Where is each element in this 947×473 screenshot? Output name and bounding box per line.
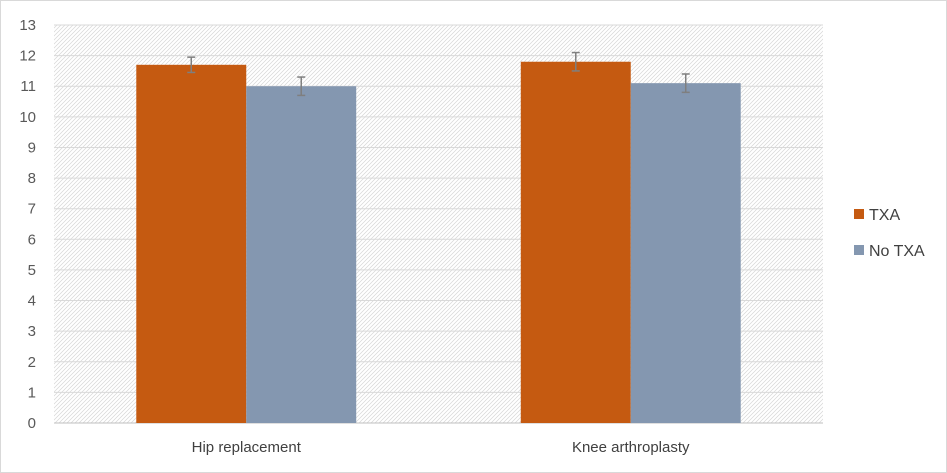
y-tick-label: 13	[19, 17, 36, 34]
y-tick-label: 3	[28, 323, 36, 340]
y-tick-label: 0	[28, 415, 36, 432]
y-tick-label: 4	[28, 293, 36, 310]
bar	[520, 61, 631, 423]
y-tick-label: 6	[28, 231, 36, 248]
y-tick-label: 10	[19, 109, 36, 126]
bar	[136, 64, 247, 424]
y-tick-label: 7	[28, 201, 36, 218]
y-tick-label: 5	[28, 262, 36, 279]
bar	[246, 86, 357, 423]
legend-label: No TXA	[869, 243, 925, 260]
y-tick-label: 11	[20, 78, 36, 95]
bar	[630, 83, 741, 424]
x-tick-label: Knee arthroplasty	[572, 439, 690, 456]
y-tick-label: 12	[19, 48, 36, 65]
legend-label: TXA	[869, 207, 900, 224]
legend-swatch	[854, 245, 864, 255]
y-tick-label: 8	[28, 170, 36, 187]
legend: TXA No TXA	[854, 207, 925, 260]
bars	[136, 61, 741, 424]
y-tick-label: 1	[28, 384, 36, 401]
y-tick-label: 2	[28, 354, 36, 371]
y-tick-label: 9	[28, 139, 36, 156]
x-tick-label: Hip replacement	[192, 439, 302, 456]
error-bars	[187, 51, 690, 97]
legend-swatch	[854, 209, 864, 219]
